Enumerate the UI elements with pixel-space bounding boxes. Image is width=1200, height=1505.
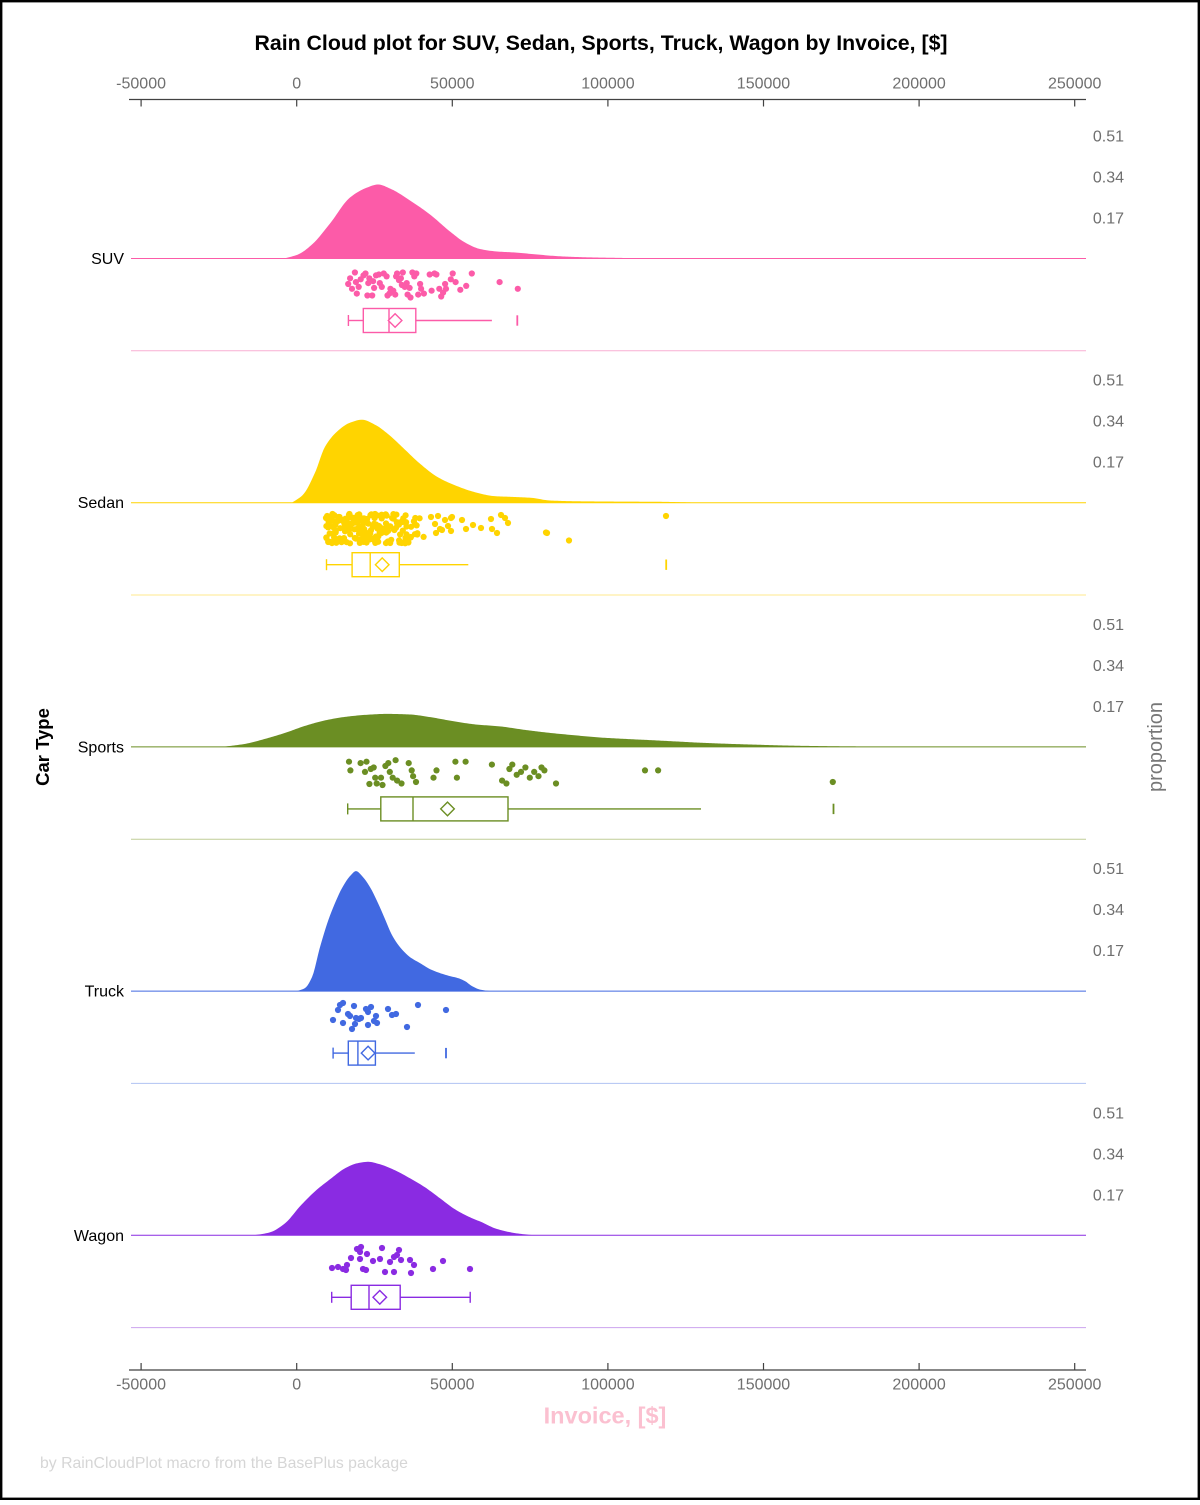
- svg-text:0.51: 0.51: [1093, 373, 1124, 390]
- svg-text:0.17: 0.17: [1093, 699, 1124, 716]
- svg-text:Sports: Sports: [78, 739, 124, 756]
- svg-text:150000: 150000: [737, 1377, 790, 1394]
- svg-text:50000: 50000: [430, 76, 475, 93]
- svg-text:by RainCloudPlot macro from th: by RainCloudPlot macro from the BasePlus…: [40, 1455, 408, 1472]
- svg-text:0.34: 0.34: [1093, 414, 1124, 431]
- svg-text:0.34: 0.34: [1093, 170, 1124, 187]
- svg-text:Invoice, [$]: Invoice, [$]: [544, 1403, 667, 1429]
- svg-text:0.51: 0.51: [1093, 1105, 1124, 1122]
- svg-text:0.34: 0.34: [1093, 902, 1124, 919]
- svg-text:0: 0: [292, 1377, 301, 1394]
- svg-text:0: 0: [292, 76, 301, 93]
- svg-text:Sedan: Sedan: [78, 495, 124, 512]
- svg-text:Rain Cloud plot for SUV, Sedan: Rain Cloud plot for SUV, Sedan, Sports, …: [254, 31, 947, 55]
- svg-text:150000: 150000: [737, 76, 790, 93]
- svg-text:0.17: 0.17: [1093, 211, 1124, 228]
- svg-text:0.17: 0.17: [1093, 943, 1124, 960]
- svg-text:0.34: 0.34: [1093, 1146, 1124, 1163]
- svg-text:Truck: Truck: [85, 984, 125, 1001]
- svg-text:Wagon: Wagon: [74, 1228, 124, 1245]
- svg-text:100000: 100000: [581, 76, 634, 93]
- svg-text:100000: 100000: [581, 1377, 634, 1394]
- svg-text:0.34: 0.34: [1093, 658, 1124, 675]
- svg-text:SUV: SUV: [91, 251, 124, 268]
- svg-text:0.17: 0.17: [1093, 455, 1124, 472]
- svg-text:-50000: -50000: [116, 1377, 166, 1394]
- svg-text:50000: 50000: [430, 1377, 475, 1394]
- svg-text:250000: 250000: [1048, 76, 1101, 93]
- svg-text:200000: 200000: [892, 1377, 945, 1394]
- svg-text:0.17: 0.17: [1093, 1187, 1124, 1204]
- svg-text:0.51: 0.51: [1093, 617, 1124, 634]
- svg-text:-50000: -50000: [116, 76, 166, 93]
- svg-text:0.51: 0.51: [1093, 129, 1124, 146]
- svg-text:0.51: 0.51: [1093, 861, 1124, 878]
- svg-text:250000: 250000: [1048, 1377, 1101, 1394]
- svg-text:200000: 200000: [892, 76, 945, 93]
- svg-text:proportion: proportion: [1145, 702, 1167, 792]
- svg-text:Car Type: Car Type: [32, 708, 53, 786]
